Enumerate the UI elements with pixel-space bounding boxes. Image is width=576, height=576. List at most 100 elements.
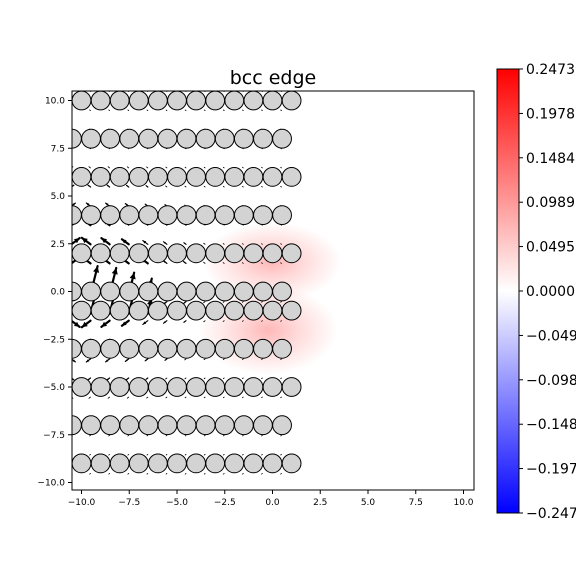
displacement-arrow-head (166, 109, 167, 111)
atom (262, 300, 283, 321)
atom (90, 243, 111, 264)
displacement-arrow (14, 260, 18, 263)
atom (186, 453, 207, 474)
atom (72, 167, 92, 187)
atom (138, 415, 159, 436)
atom (24, 129, 43, 148)
displacement-arrow-head (261, 473, 263, 475)
displacement-arrow-head (86, 359, 90, 363)
displacement-arrow-head (280, 320, 282, 322)
displacement-arrow-head (223, 359, 224, 360)
displacement-arrow-head (53, 416, 54, 417)
displacement-arrow (33, 222, 37, 225)
displacement-arrow (14, 242, 17, 244)
displacement-arrow-head (14, 435, 15, 436)
displacement-arrow (33, 167, 34, 168)
atom (43, 206, 62, 225)
displacement-arrow (14, 321, 17, 323)
displacement-arrow-head (87, 378, 90, 380)
displacement-arrow-head (33, 474, 34, 475)
atom (205, 453, 226, 474)
displacement-arrow (52, 221, 57, 225)
chart-title: bcc edge (230, 67, 317, 89)
atom (72, 91, 92, 111)
displacement-arrow-head (145, 204, 147, 206)
atom (272, 415, 292, 436)
atom-rows (0, 91, 302, 474)
displacement-arrow-head (223, 186, 224, 187)
y-tick-label: 10.0 (45, 97, 65, 107)
atom (24, 282, 43, 301)
displacement-arrow-head (185, 109, 186, 111)
displacement-arrow-head (15, 359, 16, 360)
atom (119, 281, 140, 302)
atom (243, 243, 264, 264)
atom (224, 453, 245, 474)
atom (272, 281, 292, 302)
atom (262, 243, 283, 264)
atom (233, 338, 254, 359)
atom (281, 91, 302, 111)
atom (281, 167, 302, 187)
atom (100, 415, 121, 436)
displacement-arrow-head (165, 397, 167, 398)
atom (15, 454, 34, 473)
atom (109, 453, 130, 474)
displacement-arrow-head (55, 257, 61, 262)
displacement-arrow-head (108, 166, 110, 168)
atom (34, 454, 53, 473)
displacement-arrow (33, 241, 38, 245)
atom (138, 281, 159, 302)
displacement-arrow-head (125, 203, 128, 206)
atom (167, 453, 187, 474)
displacement-arrow-head (223, 109, 224, 111)
atom (0, 454, 14, 473)
displacement-arrow (14, 474, 15, 475)
atom (81, 415, 101, 436)
colorbar-tick-label: −0.0495 (526, 328, 576, 344)
displacement-arrow-head (107, 185, 109, 187)
x-axis: −10.0 −7.5 −5.0 −2.5 0.0 2.5 5.0 7.5 10.0 (68, 490, 474, 508)
displacement-arrow-head (204, 454, 205, 456)
displacement-arrow-head (121, 321, 127, 326)
atom (138, 338, 159, 359)
x-tick-label: −5.0 (166, 498, 188, 508)
displacement-arrow-head (101, 321, 108, 327)
displacement-arrow-head (146, 378, 148, 380)
displacement-arrow (33, 259, 39, 263)
displacement-arrow (52, 167, 53, 168)
atom (128, 300, 149, 321)
displacement-arrow-head (146, 435, 148, 436)
atom (195, 205, 216, 226)
atom (243, 300, 264, 321)
displacement-arrow-head (34, 397, 35, 398)
displacement-arrow (33, 321, 38, 325)
atom (0, 301, 14, 320)
colorbar-tick-label: 0.2473 (526, 62, 575, 78)
displacement-arrow-head (223, 473, 224, 475)
displacement-arrow-head (146, 454, 148, 456)
atom (15, 168, 34, 187)
displacement-arrow-head (185, 397, 186, 398)
atom (243, 167, 264, 187)
displacement-arrow-head (280, 378, 282, 379)
displacement-arrow-head (142, 321, 147, 325)
atom (253, 205, 273, 226)
displacement-arrow-head (127, 473, 129, 475)
displacement-arrow-head (88, 397, 90, 399)
displacement-arrow-head (108, 397, 110, 399)
displacement-arrow-head (15, 205, 16, 206)
atom (176, 128, 197, 149)
displacement-arrow-head (93, 266, 100, 273)
atom (0, 91, 14, 110)
atom (262, 91, 283, 111)
displacement-arrow (33, 435, 34, 436)
displacement-arrow (14, 302, 18, 305)
atom (253, 415, 273, 436)
atom (72, 300, 92, 321)
atom (0, 282, 5, 301)
atom (224, 91, 245, 111)
displacement-arrow (52, 397, 53, 398)
displacement-arrow-head (261, 109, 263, 111)
